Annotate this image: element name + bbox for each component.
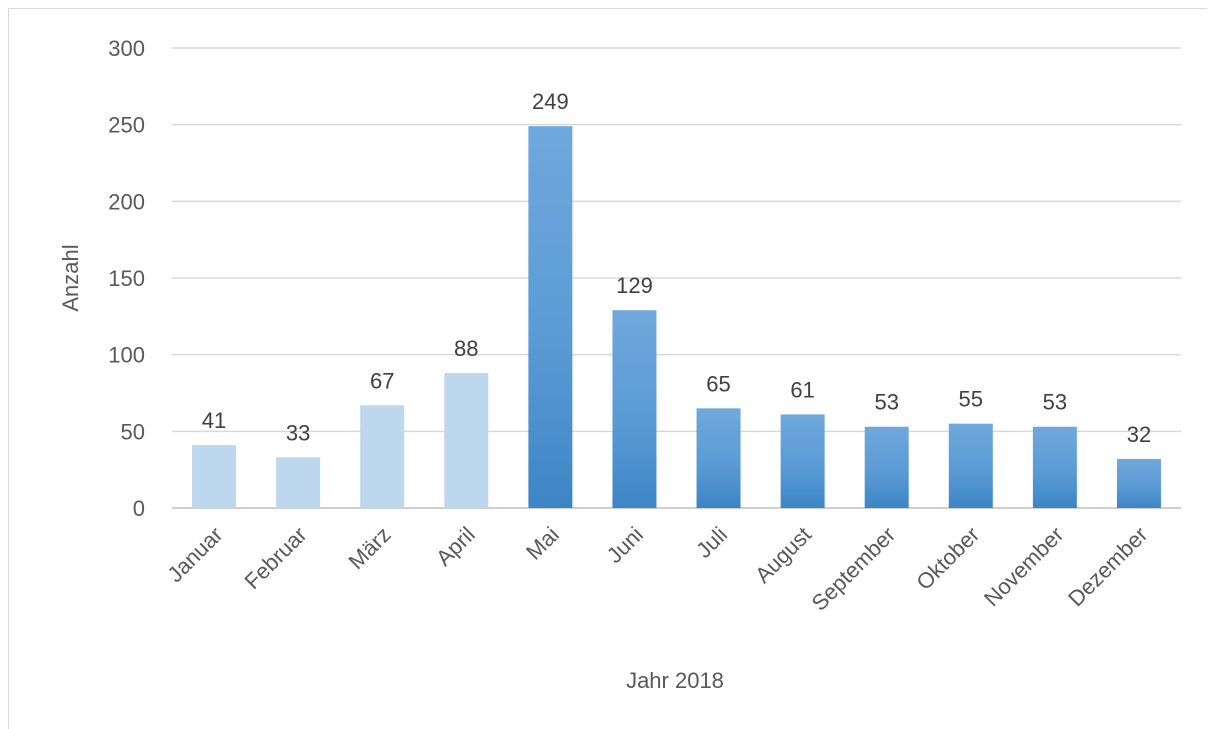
- x-tick-label: Oktober: [911, 522, 984, 595]
- data-label: 249: [532, 89, 569, 114]
- x-tick-label: Juni: [602, 522, 648, 568]
- x-tick-label: November: [979, 522, 1068, 611]
- y-tick-label: 300: [108, 36, 145, 61]
- bar-november: [1032, 426, 1077, 508]
- data-label: 33: [286, 420, 310, 445]
- bar-juni: [612, 310, 657, 508]
- data-label: 55: [959, 387, 983, 412]
- x-axis-title: Jahr 2018: [626, 668, 724, 693]
- bar-märz: [360, 405, 405, 508]
- data-label: 53: [874, 390, 898, 415]
- bar-april: [444, 373, 489, 508]
- x-tick-label: August: [750, 522, 816, 588]
- x-tick-label: März: [343, 522, 395, 574]
- x-tick-label: Februar: [240, 522, 312, 594]
- y-axis-title: Anzahl: [58, 244, 83, 311]
- data-label: 129: [616, 273, 653, 298]
- x-tick-label: April: [431, 522, 480, 571]
- y-tick-label: 200: [108, 189, 145, 214]
- x-tick-label: Mai: [521, 522, 564, 565]
- y-tick-label: 150: [108, 266, 145, 291]
- data-label: 65: [706, 371, 730, 396]
- bar-februar: [276, 457, 321, 508]
- data-label: 53: [1043, 390, 1067, 415]
- x-tick-label: Dezember: [1063, 522, 1152, 611]
- bar-januar: [192, 445, 237, 508]
- gridlines: [172, 47, 1181, 509]
- bars: [192, 126, 1161, 508]
- data-labels: 41 33 67 88 249 129 65 61 53 55 53 32: [202, 89, 1151, 447]
- bar-august: [780, 414, 825, 508]
- data-label: 41: [202, 408, 226, 433]
- y-tick-label: 0: [133, 496, 145, 521]
- data-label: 67: [370, 368, 394, 393]
- bar-juli: [696, 408, 741, 508]
- chart-frame: [8, 8, 1207, 729]
- data-label: 88: [454, 336, 478, 361]
- bar-mai: [528, 126, 573, 508]
- bar-dezember: [1116, 458, 1161, 508]
- x-tick-label: Januar: [162, 522, 227, 587]
- x-axis-tick-labels: Januar Februar März April Mai Juni Juli AugustS…: [162, 522, 1152, 616]
- data-label: 32: [1127, 422, 1151, 447]
- x-tick-label: Juli: [691, 522, 732, 563]
- y-tick-label: 100: [108, 343, 145, 368]
- bar-september: [864, 426, 909, 508]
- bar-oktober: [948, 423, 993, 508]
- y-tick-label: 250: [108, 113, 145, 138]
- y-tick-label: 50: [121, 419, 145, 444]
- y-axis-tick-labels: 0 50 100 150 200 250 300: [108, 36, 145, 521]
- x-tick-label: September: [806, 522, 900, 616]
- data-label: 61: [790, 377, 814, 402]
